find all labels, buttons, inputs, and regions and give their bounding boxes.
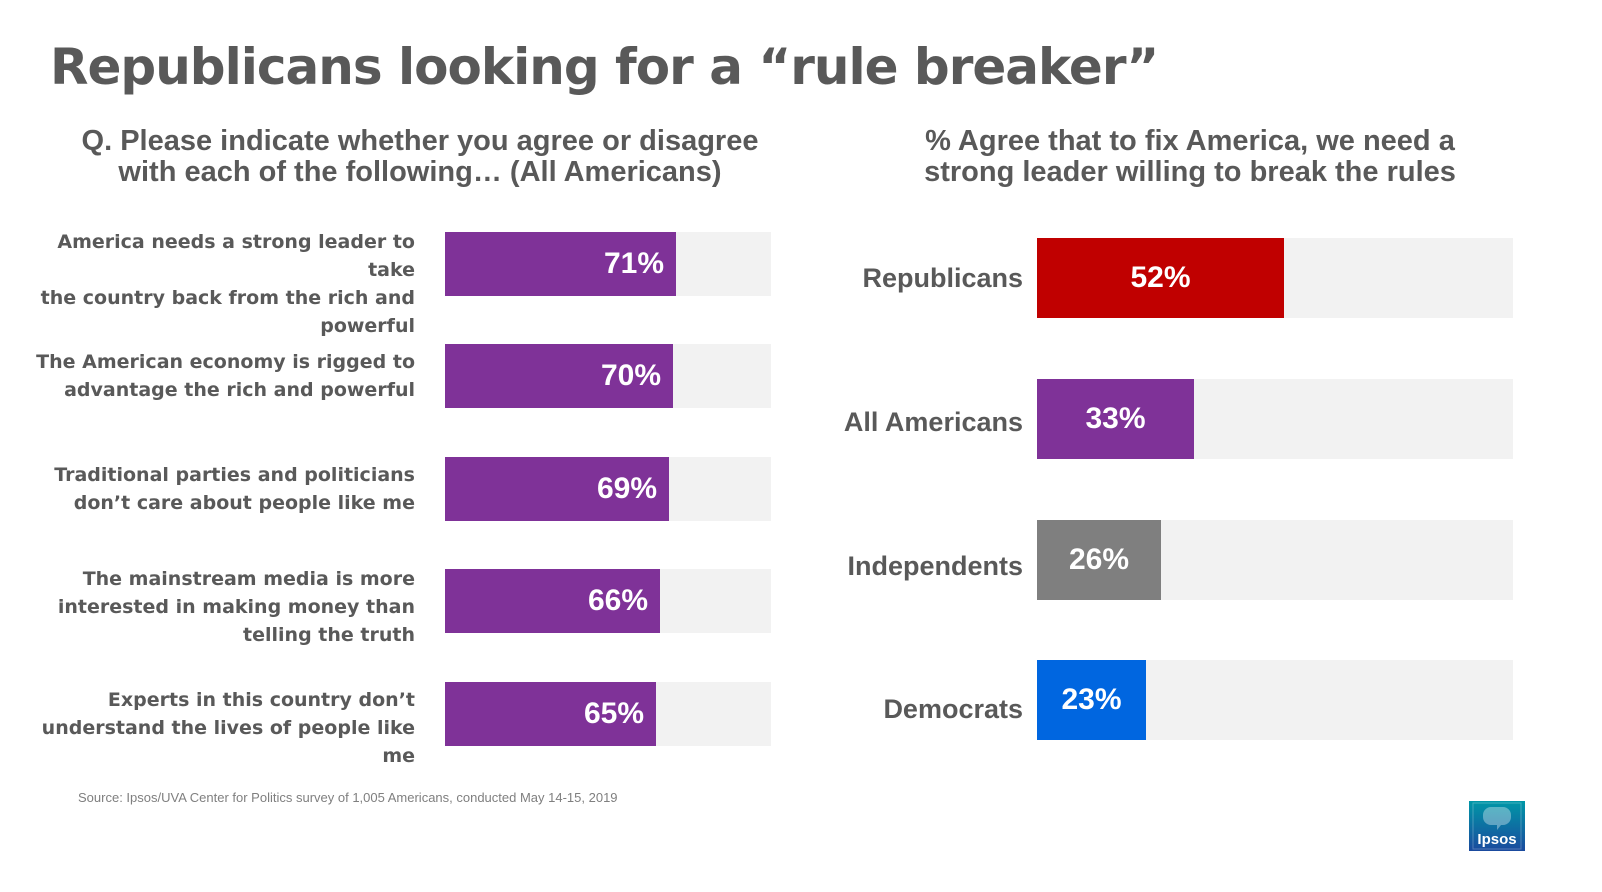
left-category-label-1: America needs a strong leader to take the… <box>20 228 415 340</box>
left-bar-track-2: 70% <box>445 344 771 408</box>
right-category-label-3: Independents <box>847 551 1023 581</box>
left-category-label-line: Traditional parties and politicians <box>54 464 415 486</box>
right-bar-1: 52% <box>1037 238 1284 318</box>
left-bar-track-1: 71% <box>445 232 771 296</box>
left-category-label-line: The American economy is rigged to <box>36 351 415 373</box>
right-category-label-1: Republicans <box>862 263 1023 293</box>
ipsos-logo-icon <box>1469 801 1525 851</box>
left-category-label-line: don’t care about people like me <box>73 492 415 514</box>
right-bar-track-4: 23% <box>1037 660 1513 740</box>
left-bar-value-label: 71% <box>603 247 664 280</box>
right-bar-4: 23% <box>1037 660 1146 740</box>
ipsos-logo: Ipsos <box>1469 801 1525 851</box>
right-category-label-2: All Americans <box>843 407 1023 437</box>
right-bar-3: 26% <box>1037 520 1161 600</box>
left-bar-track-5: 65% <box>445 682 771 746</box>
right-bar-value-label: 33% <box>1085 402 1146 435</box>
left-bar-value-label: 66% <box>587 584 648 617</box>
left-bar-track-4: 66% <box>445 569 771 633</box>
left-chart-title-line-2: with each of the following… (All America… <box>118 156 722 188</box>
left-category-label-line: understand the lives of people like me <box>41 717 415 767</box>
left-category-label-4: The mainstream media is more interested i… <box>20 565 415 649</box>
left-category-label-line: Experts in this country don’t <box>107 689 415 711</box>
ipsos-logo-text: Ipsos <box>1477 831 1517 848</box>
right-chart-title: % Agree that to fix America, we need a s… <box>850 126 1530 188</box>
left-bar-value-label: 70% <box>600 359 661 392</box>
left-chart-title: Q. Please indicate whether you agree or … <box>40 126 800 188</box>
slide-title: Republicans looking for a “rule breaker” <box>50 38 1159 96</box>
right-bar-track-3: 26% <box>1037 520 1513 600</box>
right-bar-value-label: 52% <box>1130 261 1191 294</box>
left-bar-value-label: 69% <box>596 472 657 505</box>
left-category-label-line: The mainstream media is more <box>82 568 415 590</box>
right-chart-title-line-2: strong leader willing to break the rules <box>924 156 1456 188</box>
left-bar-4: 66% <box>445 569 660 633</box>
left-chart-title-line-1: Q. Please indicate whether you agree or … <box>81 125 759 157</box>
left-bar-2: 70% <box>445 344 673 408</box>
left-category-label-5: Experts in this country don’t understand … <box>20 686 415 770</box>
right-bar-track-1: 52% <box>1037 238 1513 318</box>
left-bar-value-label: 65% <box>583 697 644 730</box>
right-bar-track-2: 33% <box>1037 379 1513 459</box>
left-bar-track-3: 69% <box>445 457 771 521</box>
left-bar-3: 69% <box>445 457 669 521</box>
left-category-label-line: the country back from the rich and <box>40 287 415 309</box>
right-bar-value-label: 23% <box>1061 683 1122 716</box>
left-category-label-line: interested in making money than <box>57 596 415 618</box>
left-bar-5: 65% <box>445 682 656 746</box>
right-bar-value-label: 26% <box>1068 543 1130 576</box>
source-note: Source: Ipsos/UVA Center for Politics su… <box>78 790 618 805</box>
left-category-label-2: The American economy is rigged to advanta… <box>20 348 415 404</box>
left-category-label-3: Traditional parties and politicians don’t… <box>20 461 415 517</box>
left-bar-1: 71% <box>445 232 676 296</box>
left-category-label-line: advantage the rich and powerful <box>64 379 415 401</box>
right-bar-2: 33% <box>1037 379 1194 459</box>
left-category-label-line: powerful <box>320 315 415 337</box>
left-category-label-line: America needs a strong leader to take <box>57 231 415 281</box>
left-category-label-line: telling the truth <box>243 624 415 646</box>
right-chart-title-line-1: % Agree that to fix America, we need a <box>925 125 1455 157</box>
right-category-label-4: Democrats <box>883 694 1023 724</box>
